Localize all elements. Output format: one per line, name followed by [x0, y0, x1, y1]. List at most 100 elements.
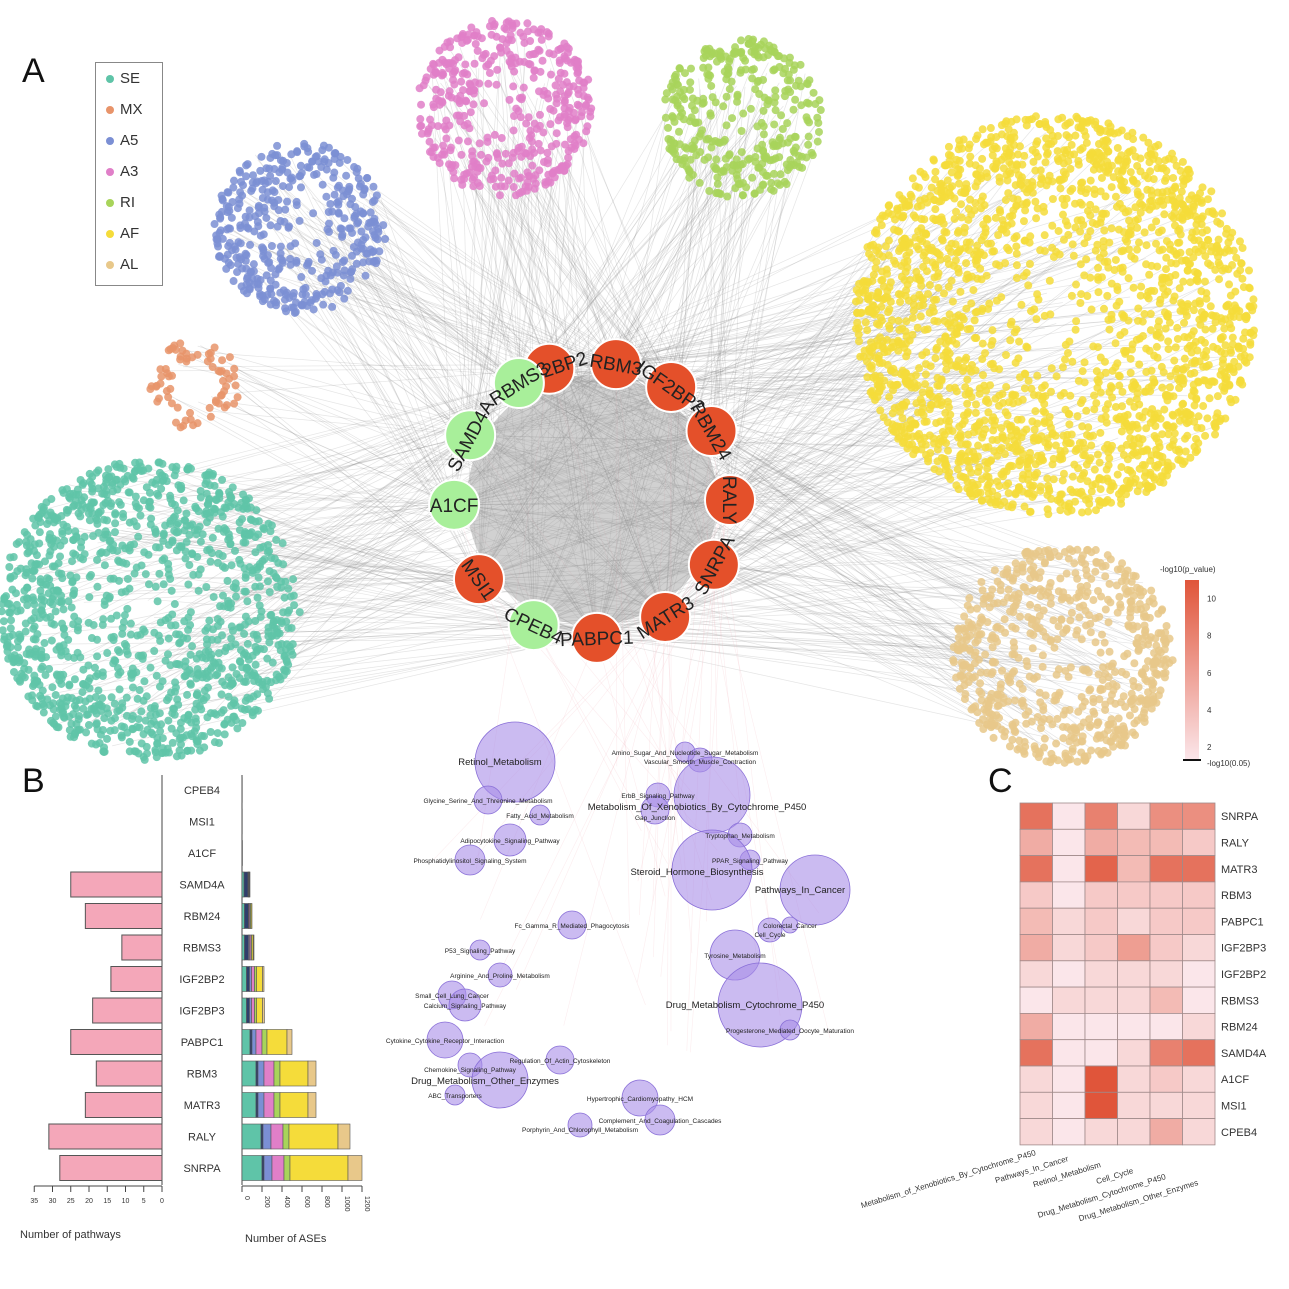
- ase-node: [155, 709, 164, 718]
- ase-node: [452, 94, 461, 103]
- ase-node: [106, 544, 115, 553]
- ase-node: [898, 414, 907, 423]
- ase-node: [509, 183, 518, 192]
- edge: [469, 49, 567, 436]
- ase-node: [667, 135, 676, 144]
- ase-node: [230, 546, 239, 555]
- ase-node: [1018, 160, 1027, 169]
- ase-node: [206, 354, 215, 363]
- ase-node: [45, 701, 54, 710]
- ase-node: [543, 148, 552, 157]
- ase-node: [251, 705, 260, 714]
- ase-node: [1005, 422, 1014, 431]
- ase-node: [351, 203, 360, 212]
- ase-node: [1070, 460, 1079, 469]
- ase-node: [281, 205, 290, 214]
- ase-node: [139, 696, 148, 705]
- ase-node: [1215, 275, 1224, 284]
- ase-node: [501, 149, 510, 158]
- ase-node: [204, 683, 213, 692]
- edge: [478, 95, 754, 580]
- ase-node: [342, 171, 351, 180]
- edge: [518, 164, 541, 384]
- ase-node: [487, 30, 496, 39]
- edge: [470, 434, 1138, 454]
- ase-node: [117, 731, 126, 740]
- ase-node: [526, 36, 535, 45]
- ase-node: [691, 118, 700, 127]
- ase-node: [32, 551, 41, 560]
- ase-node: [21, 571, 30, 580]
- ase-node: [1163, 187, 1172, 196]
- edge: [533, 624, 1081, 657]
- ase-node: [195, 746, 204, 755]
- ase-node: [1149, 415, 1158, 424]
- ase-node: [344, 187, 353, 196]
- edge: [256, 363, 617, 607]
- ase-node: [69, 589, 78, 598]
- ase-node: [253, 217, 262, 226]
- ase-node: [1031, 112, 1040, 121]
- ase-node: [184, 710, 193, 719]
- ase-node: [1088, 148, 1097, 157]
- ase-node: [915, 364, 924, 373]
- ase-node: [574, 135, 583, 144]
- ase-node: [85, 593, 94, 602]
- ase-node: [184, 580, 193, 589]
- ase-node: [32, 701, 41, 710]
- ase-node: [988, 435, 997, 444]
- ase-node: [218, 475, 227, 484]
- ase-node: [521, 182, 530, 191]
- ase-node: [769, 66, 778, 75]
- ase-node: [738, 191, 747, 200]
- ase-node: [520, 57, 529, 66]
- ase-node: [676, 104, 685, 113]
- ase-node: [59, 605, 68, 614]
- ase-node: [1020, 151, 1029, 160]
- ase-node: [176, 339, 185, 348]
- ase-node: [1211, 318, 1220, 327]
- ase-node: [170, 710, 179, 719]
- ase-node: [276, 646, 285, 655]
- ase-node: [496, 43, 505, 52]
- ase-node: [272, 535, 281, 544]
- ase-node: [235, 195, 244, 204]
- ase-node: [908, 174, 917, 183]
- ase-node: [661, 95, 670, 104]
- ase-node: [967, 367, 976, 376]
- edge: [263, 281, 598, 639]
- ase-node: [263, 251, 272, 260]
- edge: [232, 578, 479, 592]
- ase-node: [247, 186, 256, 195]
- ase-node: [751, 85, 760, 94]
- ase-node: [284, 660, 293, 669]
- edge: [315, 236, 617, 365]
- ase-node: [244, 617, 253, 626]
- ase-node: [978, 339, 987, 348]
- edge: [518, 135, 742, 384]
- ase-node: [46, 716, 55, 725]
- ase-node: [1142, 424, 1151, 433]
- ase-node: [118, 629, 127, 638]
- edge: [453, 323, 1057, 506]
- ase-node: [549, 50, 558, 59]
- ase-node: [1164, 278, 1173, 287]
- ase-node: [231, 701, 240, 710]
- ase-node: [1128, 441, 1137, 450]
- ase-node: [118, 703, 127, 712]
- ase-node: [50, 542, 59, 551]
- edge: [266, 363, 617, 703]
- ase-node: [254, 573, 263, 582]
- ase-node: [885, 393, 894, 402]
- ase-node: [1031, 407, 1040, 416]
- edge: [711, 430, 967, 668]
- ase-node: [964, 144, 973, 153]
- ase-node: [218, 677, 227, 686]
- ase-node: [1239, 344, 1248, 353]
- edge: [478, 53, 527, 580]
- edge: [615, 176, 733, 365]
- ase-node: [172, 752, 181, 761]
- ase-node: [361, 271, 370, 280]
- ase-node: [1019, 271, 1028, 280]
- ase-node: [245, 531, 254, 540]
